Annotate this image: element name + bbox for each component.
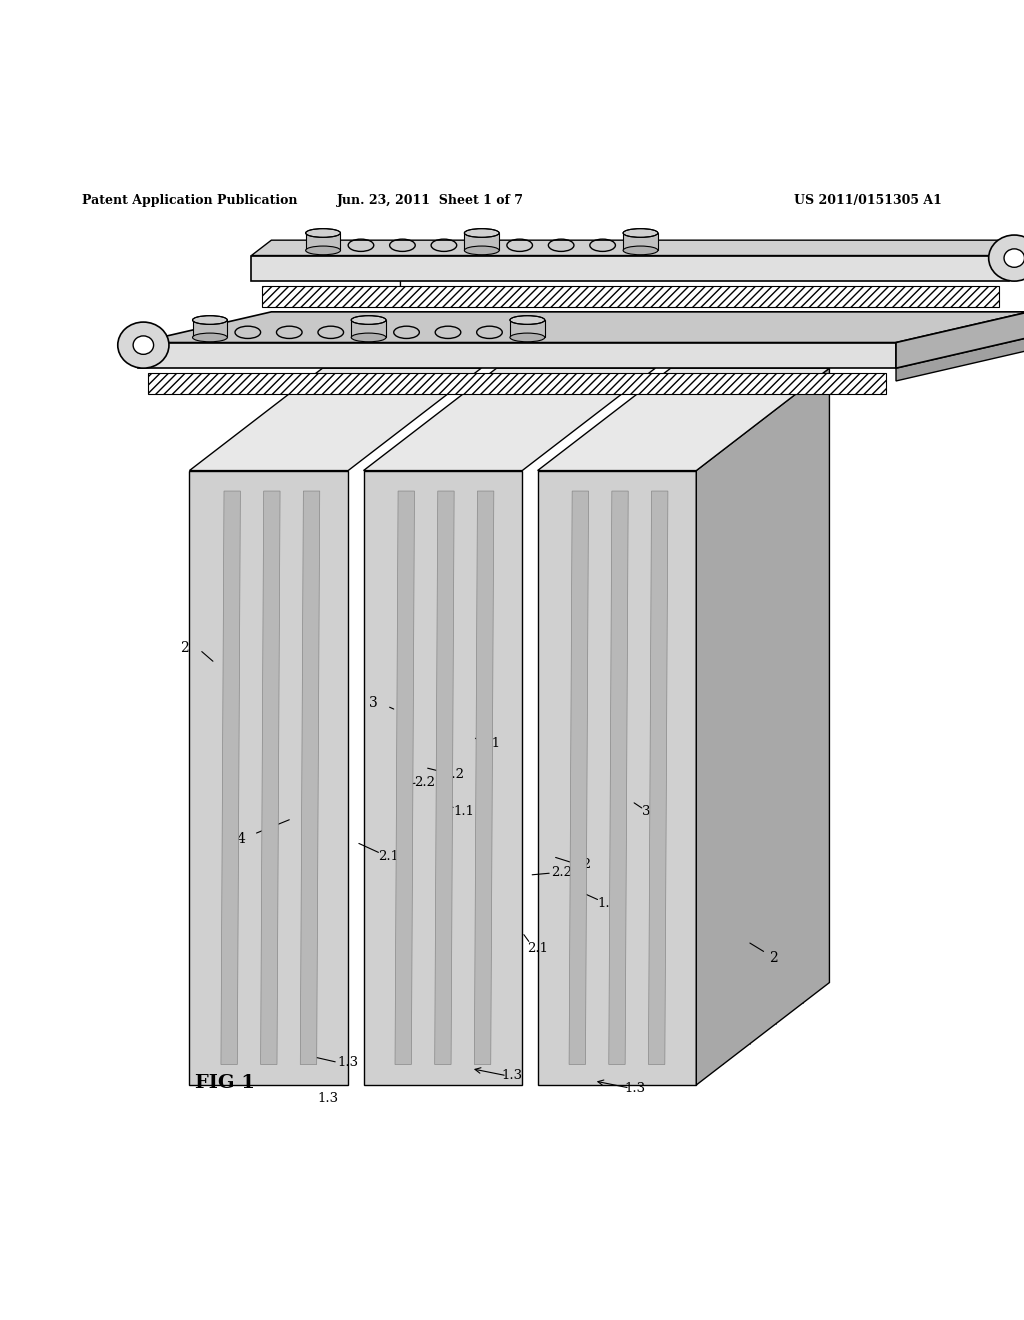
Ellipse shape <box>351 315 386 325</box>
Polygon shape <box>510 319 545 338</box>
Text: 1.3: 1.3 <box>317 1092 338 1105</box>
Text: Jun. 23, 2011  Sheet 1 of 7: Jun. 23, 2011 Sheet 1 of 7 <box>337 194 523 207</box>
Text: 2.1: 2.1 <box>527 942 548 956</box>
Ellipse shape <box>464 228 500 238</box>
Polygon shape <box>189 368 481 470</box>
Text: 1: 1 <box>662 347 670 367</box>
Polygon shape <box>538 470 696 1085</box>
Ellipse shape <box>133 335 154 354</box>
Polygon shape <box>896 312 1024 368</box>
Text: 3.1: 3.1 <box>642 805 663 818</box>
Text: 1.3: 1.3 <box>625 1081 645 1094</box>
Text: 2: 2 <box>180 640 188 655</box>
Polygon shape <box>538 368 829 470</box>
Text: 1.2: 1.2 <box>570 858 591 871</box>
Text: 3: 3 <box>370 696 378 710</box>
Polygon shape <box>608 491 629 1064</box>
Polygon shape <box>395 491 415 1064</box>
Ellipse shape <box>305 246 340 255</box>
Text: US 2011/0151305 A1: US 2011/0151305 A1 <box>795 194 942 207</box>
Ellipse shape <box>193 333 227 342</box>
Polygon shape <box>364 470 522 1085</box>
Polygon shape <box>252 256 1010 281</box>
Ellipse shape <box>623 246 657 255</box>
Text: 1.3: 1.3 <box>502 1069 522 1082</box>
Polygon shape <box>623 234 657 251</box>
Polygon shape <box>569 491 589 1064</box>
Ellipse shape <box>305 228 340 238</box>
Text: 1.1: 1.1 <box>454 805 474 818</box>
Text: 4: 4 <box>237 832 245 846</box>
Polygon shape <box>193 319 227 338</box>
Ellipse shape <box>510 333 545 342</box>
Polygon shape <box>464 234 500 251</box>
Text: 2.2: 2.2 <box>415 776 435 789</box>
Polygon shape <box>896 338 1024 381</box>
Polygon shape <box>434 491 455 1064</box>
Ellipse shape <box>1004 249 1024 267</box>
Text: 3.1: 3.1 <box>479 738 500 751</box>
Polygon shape <box>696 368 829 1085</box>
Polygon shape <box>148 374 886 393</box>
Ellipse shape <box>510 315 545 325</box>
Polygon shape <box>252 240 1024 256</box>
Text: 1.2: 1.2 <box>443 768 464 781</box>
Ellipse shape <box>118 322 169 368</box>
Polygon shape <box>189 470 348 1085</box>
Polygon shape <box>262 286 999 306</box>
Polygon shape <box>138 312 1024 343</box>
Polygon shape <box>351 319 386 338</box>
Text: 1: 1 <box>395 273 403 293</box>
Text: 1: 1 <box>528 312 537 331</box>
Polygon shape <box>474 491 494 1064</box>
Text: 2: 2 <box>769 950 777 965</box>
Polygon shape <box>305 234 340 251</box>
Text: 1.3: 1.3 <box>338 1056 358 1069</box>
Ellipse shape <box>464 246 500 255</box>
Text: 1.1: 1.1 <box>598 898 618 911</box>
Polygon shape <box>364 368 655 470</box>
Polygon shape <box>648 491 668 1064</box>
Ellipse shape <box>351 333 386 342</box>
Ellipse shape <box>193 315 227 325</box>
Text: 2.1: 2.1 <box>379 850 399 863</box>
Polygon shape <box>300 491 319 1064</box>
Polygon shape <box>138 343 896 368</box>
Polygon shape <box>221 491 241 1064</box>
Ellipse shape <box>989 235 1024 281</box>
Polygon shape <box>260 491 281 1064</box>
Text: FIG 1: FIG 1 <box>196 1074 255 1092</box>
Ellipse shape <box>623 228 657 238</box>
Text: 2.2: 2.2 <box>551 866 571 879</box>
Text: Patent Application Publication: Patent Application Publication <box>82 194 297 207</box>
